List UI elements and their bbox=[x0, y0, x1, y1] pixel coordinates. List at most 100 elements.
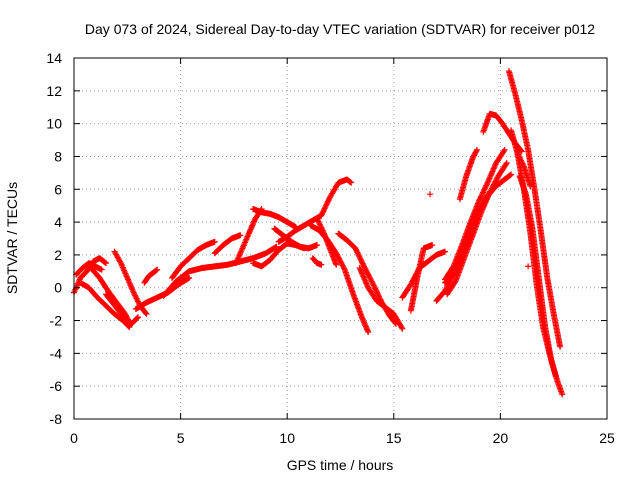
data-point bbox=[503, 161, 510, 168]
y-tick-label: -4 bbox=[50, 345, 63, 361]
data-series-s06 bbox=[102, 291, 141, 327]
data-series-s29 bbox=[456, 146, 480, 203]
data-point bbox=[352, 245, 359, 252]
data-point bbox=[525, 263, 532, 270]
y-tick-label: 12 bbox=[46, 83, 62, 99]
data-series-s20 bbox=[335, 230, 399, 327]
data-point bbox=[477, 194, 484, 201]
y-tick-label: 14 bbox=[46, 50, 62, 66]
data-point bbox=[483, 182, 490, 189]
data-point bbox=[480, 189, 487, 196]
data-point bbox=[559, 391, 566, 398]
data-point bbox=[348, 179, 355, 186]
x-axis-label: GPS time / hours bbox=[287, 457, 394, 473]
x-tick-label: 15 bbox=[386, 430, 402, 446]
data-point bbox=[102, 259, 109, 266]
data-point bbox=[478, 192, 485, 199]
data-point bbox=[398, 324, 405, 331]
data-point bbox=[473, 146, 480, 153]
data-series-s09 bbox=[160, 243, 280, 299]
data-point bbox=[368, 278, 375, 285]
data-point bbox=[357, 255, 364, 262]
data-series-s19 bbox=[309, 255, 325, 268]
data-point bbox=[321, 205, 328, 212]
data-point bbox=[273, 243, 280, 250]
data-point bbox=[134, 315, 141, 322]
data-point bbox=[552, 373, 559, 380]
data-point bbox=[441, 248, 448, 255]
data-point bbox=[372, 285, 379, 292]
data-point bbox=[323, 201, 330, 208]
data-series-s18 bbox=[314, 215, 340, 268]
data-point bbox=[134, 314, 141, 321]
data-point bbox=[373, 288, 380, 295]
data-point bbox=[341, 265, 348, 272]
data-point bbox=[319, 209, 326, 216]
data-point bbox=[374, 289, 381, 296]
y-tick-label: 4 bbox=[54, 214, 62, 230]
data-point bbox=[375, 292, 382, 299]
axis-ticks: 0 5 10 15 20 25 -8 -6 -4 -2 0 2 4 6 8 10 12 14 bbox=[46, 50, 615, 446]
data-point bbox=[358, 257, 365, 264]
data-point bbox=[370, 282, 377, 289]
data-point bbox=[353, 248, 360, 255]
data-point bbox=[357, 256, 364, 263]
data-point bbox=[369, 279, 376, 286]
data-point bbox=[482, 183, 489, 190]
data-point bbox=[142, 309, 149, 316]
data-point bbox=[318, 261, 325, 268]
data-series-s33 bbox=[514, 150, 559, 380]
data-point bbox=[318, 211, 325, 218]
data-series-s16 bbox=[271, 225, 321, 252]
data-series-s11 bbox=[211, 232, 244, 257]
data-point bbox=[324, 200, 331, 207]
data-points bbox=[71, 68, 566, 398]
data-point bbox=[503, 160, 510, 167]
data-point bbox=[500, 148, 507, 155]
data-point bbox=[508, 171, 515, 178]
data-series-s23 bbox=[407, 242, 436, 314]
y-tick-label: 6 bbox=[54, 181, 62, 197]
data-point bbox=[478, 193, 485, 200]
data-point bbox=[507, 172, 514, 179]
data-point bbox=[325, 197, 332, 204]
data-point bbox=[322, 204, 329, 211]
data-point bbox=[360, 262, 367, 269]
data-point bbox=[320, 206, 327, 213]
data-point bbox=[479, 190, 486, 197]
data-point bbox=[353, 246, 360, 253]
y-axis-label: SDTVAR / TECUs bbox=[4, 182, 20, 294]
data-series-s08 bbox=[141, 266, 161, 286]
y-tick-label: -6 bbox=[50, 378, 63, 394]
data-point bbox=[370, 281, 377, 288]
data-point bbox=[154, 266, 161, 273]
data-series-s21 bbox=[356, 265, 406, 332]
data-point bbox=[481, 186, 488, 193]
data-point bbox=[399, 325, 406, 332]
data-point bbox=[476, 197, 483, 204]
data-point bbox=[473, 148, 480, 155]
data-point bbox=[98, 266, 105, 273]
data-point bbox=[237, 232, 244, 239]
x-tick-label: 10 bbox=[279, 430, 295, 446]
data-point bbox=[153, 267, 160, 274]
grid-lines bbox=[74, 58, 607, 419]
data-point bbox=[186, 274, 193, 281]
data-point bbox=[333, 261, 340, 268]
data-point bbox=[355, 250, 362, 257]
x-tick-label: 20 bbox=[493, 430, 509, 446]
data-point bbox=[322, 202, 329, 209]
data-point bbox=[501, 146, 508, 153]
data-series-s02 bbox=[73, 260, 105, 278]
data-point bbox=[451, 279, 458, 286]
data-point bbox=[358, 259, 365, 266]
y-tick-label: 10 bbox=[46, 116, 62, 132]
data-point bbox=[365, 329, 372, 336]
data-point bbox=[355, 252, 362, 259]
data-point bbox=[481, 185, 488, 192]
y-tick-label: 2 bbox=[54, 247, 62, 263]
data-point bbox=[354, 249, 361, 256]
data-series-s34 bbox=[508, 127, 534, 189]
data-point bbox=[314, 242, 321, 249]
